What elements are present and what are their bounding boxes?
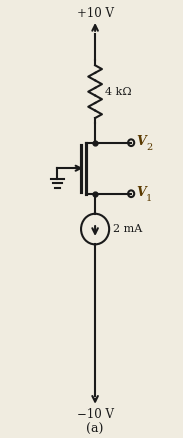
Text: 2: 2: [146, 143, 152, 152]
Text: 2 mA: 2 mA: [113, 224, 142, 234]
Text: 4 kΩ: 4 kΩ: [105, 87, 132, 97]
Text: +10 V: +10 V: [77, 7, 114, 20]
Text: 1: 1: [146, 194, 152, 203]
Text: V: V: [136, 135, 146, 148]
Text: −10 V: −10 V: [77, 408, 114, 421]
Text: (a): (a): [86, 423, 104, 436]
Text: V: V: [136, 186, 146, 199]
